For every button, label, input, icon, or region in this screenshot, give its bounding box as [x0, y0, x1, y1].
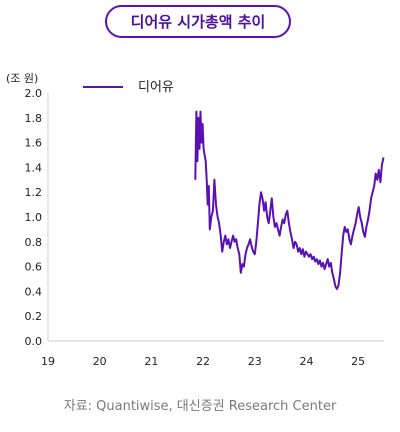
y-tick-label: 0.8 [25, 236, 43, 249]
series-line-deareu [194, 110, 385, 290]
legend: 디어유 [83, 80, 174, 95]
line-chart: (조 원) 2.01.81.61.41.21.00.80.60.40.20.0 … [6, 72, 385, 368]
y-axis-ticks: 2.0 1.8 1.6 1.4 1.2 1.0 0.8 0.6 0.4 0.2 0.0 [25, 87, 43, 348]
x-tick-label: 20 [93, 355, 107, 368]
legend-label: 디어유 [138, 80, 174, 95]
y-tick-label: 1.6 [25, 137, 43, 150]
x-tick-label: 19 [41, 355, 55, 368]
y-tick-label: 1.0 [25, 211, 43, 224]
source-note: 자료: Quantiwise, 대신증권 Research Center [63, 399, 337, 414]
x-tick-label: 23 [248, 355, 262, 368]
x-axis-ticks: 19 20 21 22 23 24 25 [41, 355, 365, 368]
y-tick-label: 0.2 [25, 310, 43, 323]
x-tick-label: 25 [351, 355, 365, 368]
y-tick-label: 1.4 [25, 161, 43, 174]
y-tick-label: 1.2 [25, 186, 43, 199]
x-tick-label: 24 [299, 355, 313, 368]
y-tick-label: 2.0 [25, 87, 43, 100]
y-tick-label: 0.4 [25, 285, 43, 298]
y-axis-unit-label: (조 원) [6, 72, 38, 85]
y-tick-label: 0.6 [25, 261, 43, 274]
chart-title: 디어유 시가총액 추이 [105, 5, 291, 38]
y-tick-label: 0.0 [25, 335, 43, 348]
y-tick-label: 1.8 [25, 112, 43, 125]
x-tick-label: 22 [196, 355, 210, 368]
x-tick-label: 21 [144, 355, 158, 368]
